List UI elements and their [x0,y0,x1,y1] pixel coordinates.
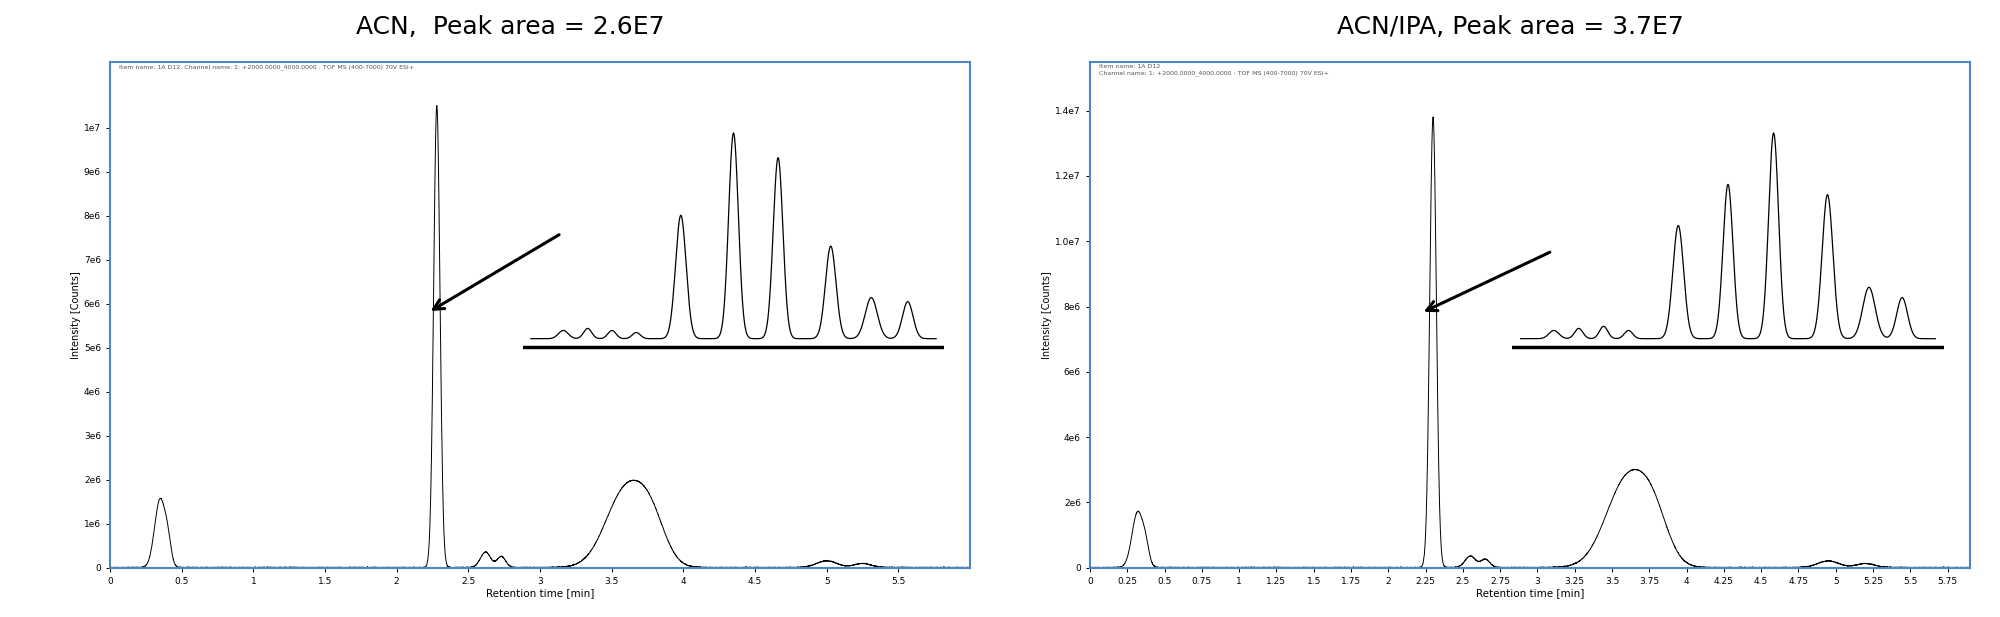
Text: Item name: 1A D12
Channel name: 1: +2000.0000_4000.0000 : TOF MS (400-7000) 70V : Item name: 1A D12 Channel name: 1: +2000… [1098,64,1328,76]
Text: ACN/IPA, Peak area = 3.7E7: ACN/IPA, Peak area = 3.7E7 [1336,15,1684,39]
Y-axis label: Intensity [Counts]: Intensity [Counts] [72,271,82,358]
X-axis label: Retention time [min]: Retention time [min] [1476,589,1584,598]
Y-axis label: Intensity [Counts]: Intensity [Counts] [1042,271,1052,358]
Text: Item name: 1A D12, Channel name: 1: +2000.0000_4000.0000 : TOF MS (400-7000) 70V: Item name: 1A D12, Channel name: 1: +200… [118,64,414,70]
Text: ACN,  Peak area = 2.6E7: ACN, Peak area = 2.6E7 [356,15,664,39]
X-axis label: Retention time [min]: Retention time [min] [486,589,594,598]
